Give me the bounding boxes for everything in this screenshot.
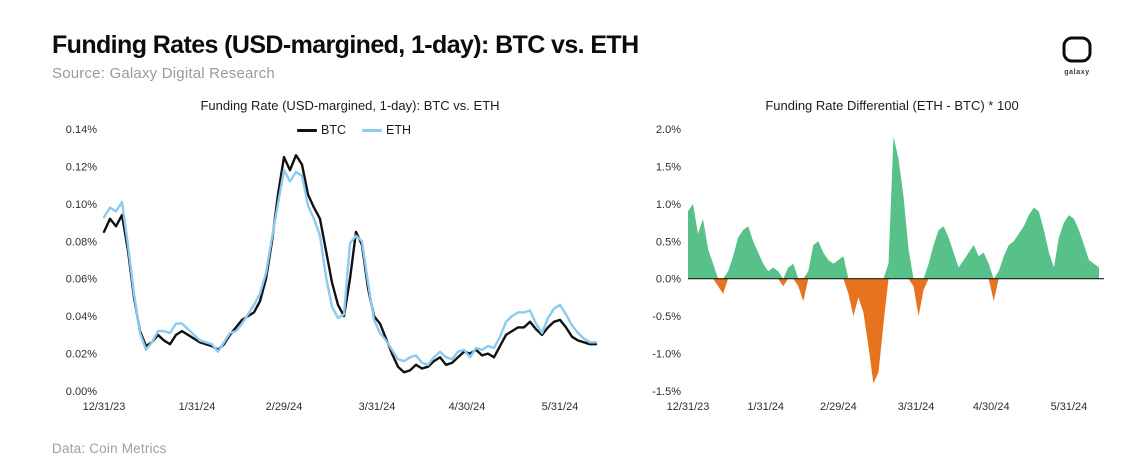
eth-line	[102, 169, 598, 367]
y-tick-label: 0.5%	[656, 236, 681, 248]
y-tick-label: 0.0%	[656, 274, 681, 286]
funding-rate-chart-title: Funding Rate (USD-margined, 1-day): BTC …	[200, 98, 500, 113]
x-tick-label: 2/29/24	[820, 401, 857, 413]
charts-row: Funding Rate (USD-margined, 1-day): BTC …	[52, 98, 1104, 422]
x-tick-label: 3/31/24	[359, 401, 396, 413]
legend-label-btc: BTC	[321, 123, 346, 137]
legend-item-btc: BTC	[297, 123, 346, 137]
differential-area-chart: -1.5% -1.0% -0.5% 0.0% 0.5% 1.0% 1.5% 2.0% 12/31…	[652, 124, 1104, 413]
x-tick-label: 5/31/24	[1051, 401, 1088, 413]
y-tick-label: 0.00%	[66, 386, 97, 398]
y-tick-label: 0.10%	[66, 199, 97, 211]
negative-area	[688, 278, 1099, 384]
page-subtitle: Source: Galaxy Digital Research	[52, 65, 275, 82]
galaxy-logo-label: galaxy	[1064, 69, 1090, 76]
x-tick-label: 4/30/24	[973, 401, 1010, 413]
y-tick-label: -1.5%	[652, 386, 681, 398]
x-tick-label: 4/30/24	[449, 401, 486, 413]
y-tick-label: 0.02%	[66, 349, 97, 361]
chart-legend: BTC ETH	[297, 123, 411, 137]
x-tick-label: 5/31/24	[542, 401, 579, 413]
btc-swatch	[297, 128, 317, 132]
y-tick-label: 0.14%	[66, 124, 97, 136]
data-credit: Data: Coin Metrics	[52, 441, 167, 456]
eth-swatch	[362, 128, 382, 132]
galaxy-logo-icon	[1062, 36, 1092, 63]
x-tick-label: 12/31/23	[83, 401, 126, 413]
differential-chart-wrap: -1.5% -1.0% -0.5% 0.0% 0.5% 1.0% 1.5% 2.0% 12/31…	[642, 115, 1112, 422]
btc-line	[102, 154, 598, 374]
legend-item-eth: ETH	[362, 123, 411, 137]
y-tick-label: 0.12%	[66, 161, 97, 173]
funding-rate-chart-wrap: BTC ETH 0.00% 0.02% 0.04% 0.06% 0.08% 0.10% 0.…	[52, 115, 612, 422]
x-tick-label: 12/31/23	[667, 401, 710, 413]
y-tick-label: 1.5%	[656, 161, 681, 173]
galaxy-logo: galaxy	[1054, 36, 1100, 76]
y-tick-label: -1.0%	[652, 349, 681, 361]
y-tick-label: 2.0%	[656, 124, 681, 136]
differential-chart-title: Funding Rate Differential (ETH - BTC) * …	[765, 98, 1019, 113]
y-tick-label: 0.06%	[66, 274, 97, 286]
page-title: Funding Rates (USD-margined, 1-day): BTC…	[52, 31, 639, 59]
y-tick-label: 0.04%	[66, 311, 97, 323]
y-tick-label: 1.0%	[656, 199, 681, 211]
differential-chart-panel: Funding Rate Differential (ETH - BTC) * …	[642, 98, 1112, 422]
x-tick-label: 3/31/24	[898, 401, 935, 413]
x-tick-label: 1/31/24	[179, 401, 216, 413]
positive-area	[688, 136, 1099, 279]
funding-rate-line-chart: 0.00% 0.02% 0.04% 0.06% 0.08% 0.10% 0.12% 0.14%…	[66, 124, 598, 413]
y-tick-label: -0.5%	[652, 311, 681, 323]
x-tick-label: 2/29/24	[266, 401, 303, 413]
x-tick-label: 1/31/24	[747, 401, 784, 413]
y-tick-label: 0.08%	[66, 236, 97, 248]
funding-rate-chart-panel: Funding Rate (USD-margined, 1-day): BTC …	[52, 98, 612, 422]
legend-label-eth: ETH	[386, 123, 411, 137]
